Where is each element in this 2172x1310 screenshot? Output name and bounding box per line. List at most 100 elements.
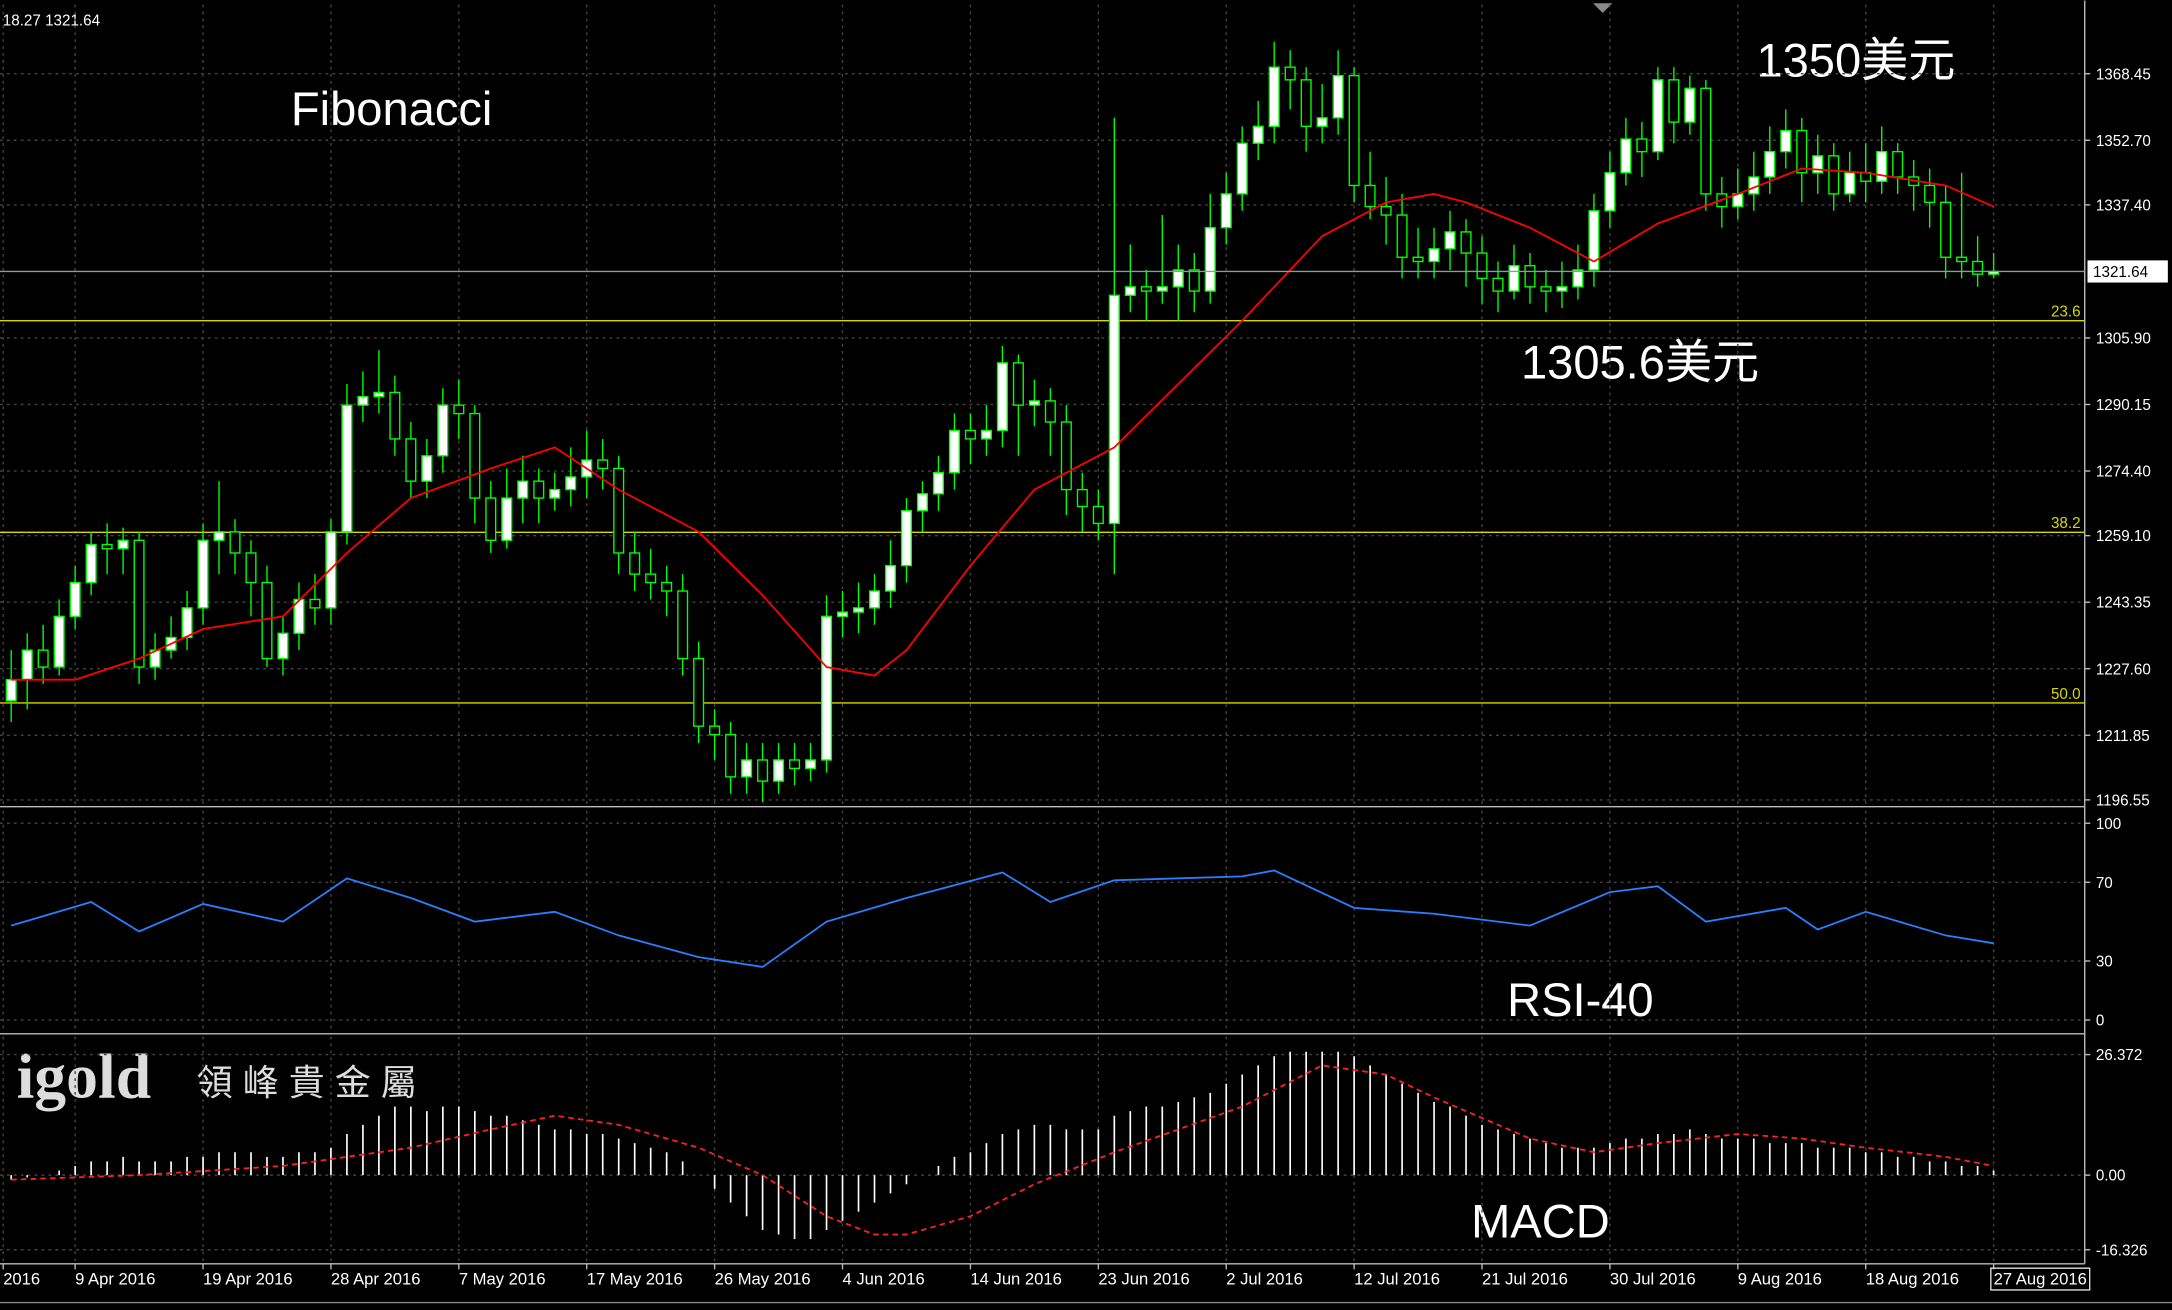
logo-text: 領 峰 貴 金 屬	[197, 1062, 417, 1103]
candle-body	[1476, 252, 1488, 280]
x-tick-label: 4 Jun 2016	[843, 1270, 925, 1289]
y-tick-label: 1227.60	[2096, 661, 2151, 678]
candle-body	[1588, 210, 1600, 271]
candle-body	[437, 404, 449, 457]
candle-body	[1428, 248, 1440, 263]
candle-body	[677, 590, 689, 660]
ohlc-header: 18.27 1321.64	[3, 12, 101, 29]
candle-body	[37, 649, 49, 668]
plot-layer: 1368.45 1352.70 1337.40 1305.90 1290.15 1274.…	[0, 4, 2168, 1291]
candle-body	[741, 759, 753, 778]
candle-body	[773, 759, 785, 782]
candle-body	[597, 459, 609, 470]
candle-body	[948, 429, 960, 474]
annotation: 1305.6美元	[1521, 336, 1759, 389]
y-tick-label: 1352.70	[2096, 133, 2151, 150]
candle-body	[277, 632, 289, 660]
candle-body	[133, 539, 145, 668]
fib-level-label: 38.2	[2051, 515, 2081, 532]
candle-body	[5, 679, 17, 702]
candle-body	[341, 404, 353, 533]
y-tick-label: 0	[2096, 1013, 2104, 1030]
y-tick-label: -16.326	[2096, 1242, 2148, 1259]
fib-level-label: 50.0	[2051, 686, 2081, 703]
candle-body	[789, 759, 801, 770]
candle-body	[757, 759, 769, 782]
candle-body	[1620, 138, 1632, 174]
shift-marker	[1592, 3, 1613, 13]
candle-body	[1924, 184, 1936, 204]
candle-body	[517, 480, 529, 499]
y-tick-label: 1211.85	[2096, 728, 2150, 745]
candle-body	[1652, 79, 1664, 153]
candle-body	[709, 725, 721, 736]
x-tick-label: 14 Jun 2016	[970, 1270, 1061, 1289]
candle-body	[964, 429, 976, 440]
candle-body	[1764, 150, 1776, 178]
candle-body	[629, 552, 641, 575]
candle-body	[1828, 155, 1840, 195]
candle-body	[469, 412, 481, 499]
candle-body	[197, 539, 209, 609]
y-tick-label: 1196.55	[2096, 792, 2150, 809]
candle-body	[916, 493, 929, 512]
candle-body	[1940, 201, 1952, 258]
candle-body	[980, 429, 992, 440]
x-tick-label: 18 Aug 2016	[1866, 1270, 1959, 1289]
candle-body	[229, 531, 241, 554]
candle-body	[1812, 155, 1824, 174]
candle-body	[725, 733, 737, 778]
price-label: 1321.64	[2093, 264, 2149, 281]
candle-body	[1636, 138, 1648, 153]
candle-body	[852, 607, 865, 613]
candle-body	[1220, 193, 1232, 229]
y-tick-label: 1243.35	[2096, 595, 2151, 612]
x-tick-label: 23 Jun 2016	[1098, 1270, 1189, 1289]
y-tick-label: 0.00	[2096, 1168, 2126, 1185]
candle-body	[309, 598, 321, 609]
candle-body	[245, 552, 257, 584]
rsi-line	[10, 869, 1994, 968]
candle-body	[549, 488, 561, 499]
candle-body	[1668, 79, 1680, 123]
candle-body	[213, 531, 225, 541]
x-tick-label: 28 Apr 2016	[331, 1270, 421, 1289]
candle-body	[1364, 184, 1376, 208]
candle-body	[101, 543, 113, 550]
candle-body	[53, 615, 65, 668]
candle-body	[181, 607, 193, 639]
y-tick-label: 1290.15	[2096, 397, 2151, 414]
y-tick-label: 26.372	[2096, 1047, 2143, 1064]
candle-body	[1108, 294, 1120, 525]
x-tick-label: 30 Jul 2016	[1610, 1270, 1696, 1289]
candle-body	[117, 539, 129, 550]
y-tick-label: 1259.10	[2096, 528, 2151, 545]
candle-body	[1556, 286, 1568, 292]
y-tick-label: 1274.40	[2096, 464, 2151, 481]
y-tick-label: 1305.90	[2096, 330, 2151, 347]
fib-level-label: 23.6	[2051, 303, 2081, 320]
candle-body	[453, 404, 465, 415]
candle-body	[1252, 125, 1264, 144]
x-tick-label: 17 May 2016	[587, 1270, 683, 1289]
y-tick-label: 70	[2096, 875, 2113, 892]
candle-body	[1188, 269, 1200, 292]
candle-body	[1316, 117, 1328, 128]
candle-body	[1140, 286, 1152, 292]
candle-body	[805, 759, 817, 770]
annotation: MACD	[1471, 1194, 1610, 1247]
candle-body	[1844, 172, 1856, 195]
candle-body	[1332, 74, 1344, 119]
candle-body	[613, 467, 625, 554]
x-tick-label: 12 Jul 2016	[1354, 1270, 1440, 1289]
candle-body	[1124, 286, 1136, 296]
x-tick-highlight	[1990, 1267, 2091, 1291]
x-tick-label: 2016	[3, 1270, 40, 1289]
x-tick-label: 26 May 2016	[715, 1270, 811, 1289]
candle-body	[565, 476, 577, 491]
candle-body	[69, 581, 81, 618]
x-tick-label: 7 May 2016	[459, 1270, 546, 1289]
candle-body	[1172, 269, 1184, 288]
candle-body	[261, 581, 273, 660]
candle-body	[357, 395, 369, 406]
